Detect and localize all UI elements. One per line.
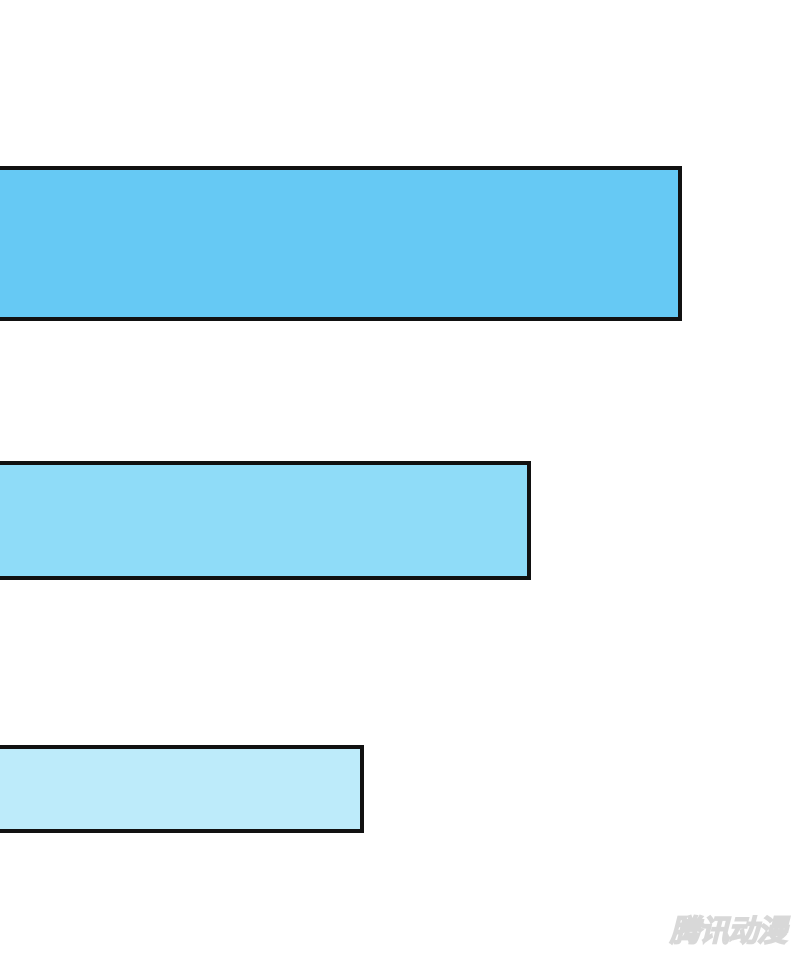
blue-bar-large (0, 166, 682, 321)
watermark-logo: 腾讯动漫 (669, 913, 788, 950)
blue-bar-medium (0, 461, 531, 580)
blue-bar-small (0, 745, 364, 833)
